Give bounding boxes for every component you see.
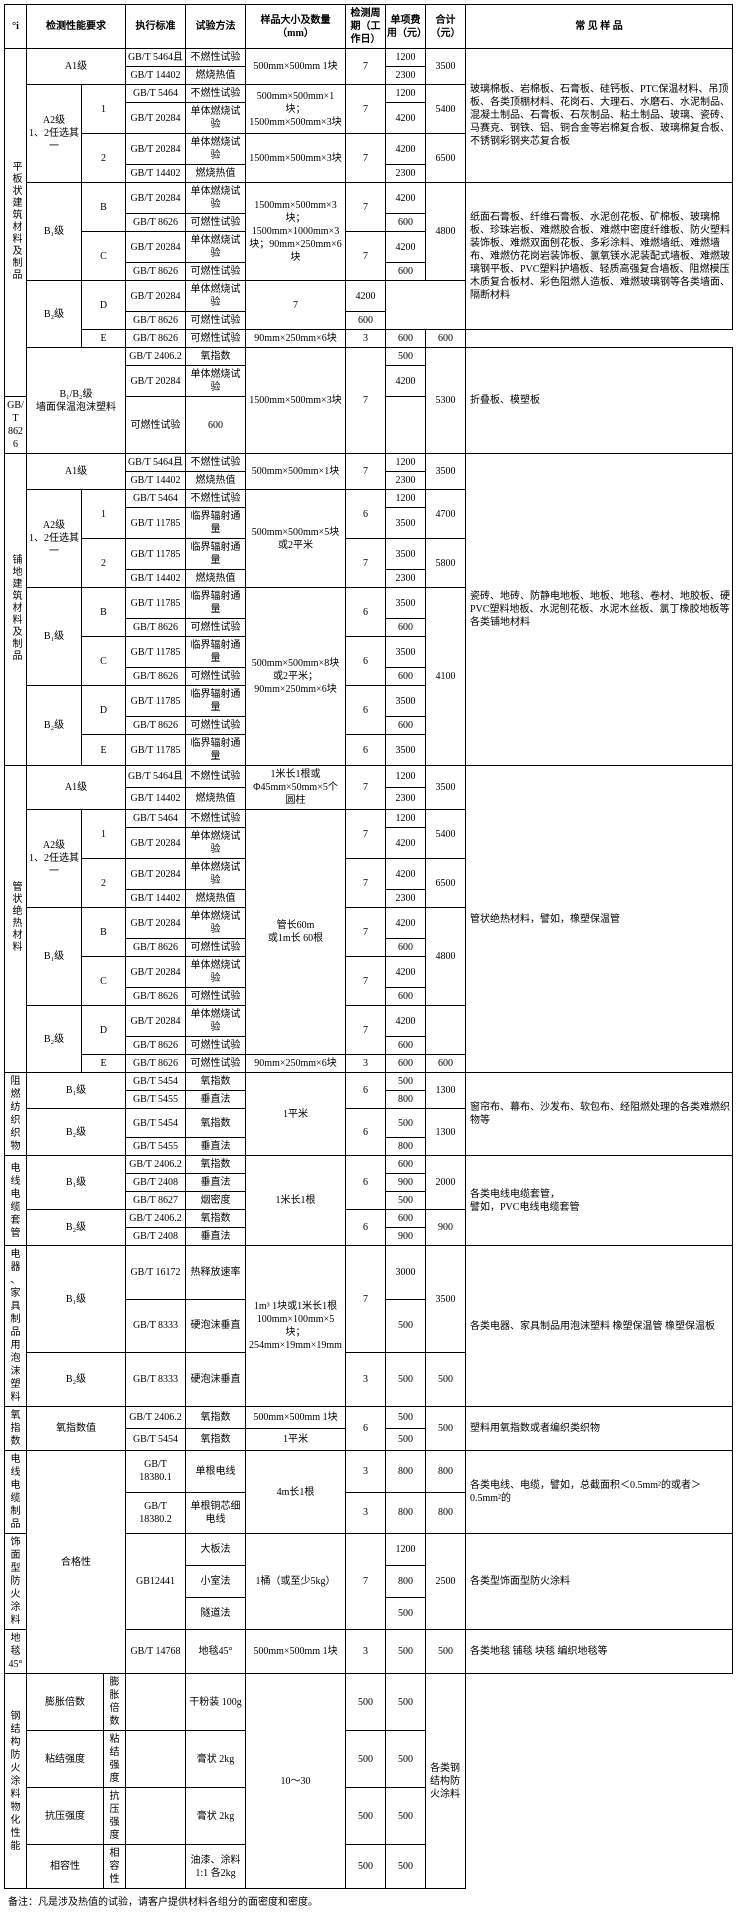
sp2: 纸面石膏板、纤维石膏板、水泥创花板、矿棉板、玻璃棉板、珍珠岩板、难燃胶合板、难燃…: [466, 183, 733, 330]
m: 不燃性试验: [186, 49, 246, 67]
sp13: 各类钢结构防火涂料: [426, 1674, 466, 1889]
sp12: 各类地毯 铺毯 块毯 编织地毯等: [466, 1630, 733, 1674]
cat7: 氧指数: [5, 1407, 27, 1451]
cat2: 铺地建筑材料及制品: [5, 454, 27, 766]
h-c0: °i: [5, 5, 27, 49]
std: GB/T 5464且: [126, 49, 186, 67]
h-c10: 常 见 样 品: [466, 5, 733, 49]
cat8: 电线电缆制品: [5, 1451, 27, 1534]
cat4: 阻燃纺织织物: [5, 1073, 27, 1156]
h-c7: 检测周期（工作日）: [346, 5, 386, 49]
cat1: 平板状建筑材料及制品: [5, 49, 27, 397]
sp3: 折叠板、模塑板: [466, 348, 733, 454]
sp9: 塑料用氧指数或者编织类织物: [466, 1407, 733, 1451]
sp6: 窗帘布、幕布、沙发布、软包布、经阻燃处理的各类难燃织物等: [466, 1073, 733, 1156]
cat10: 地毯45°: [5, 1630, 27, 1674]
fee: 1200: [386, 49, 426, 67]
h-c9: 合计（元）: [426, 5, 466, 49]
sp5: 管状绝热材料，譬如，橡塑保温管: [466, 766, 733, 1073]
g-a1: A1级: [27, 49, 126, 85]
sp4: 瓷砖、地砖、防静电地板、地板、地毯、卷材、地胶板、硬PVC塑料地板、水泥刨花板、…: [466, 454, 733, 766]
cat6: 电器、家具制品用泡沫塑料: [5, 1246, 27, 1407]
g-a2: A2级 1、2任选其一: [27, 85, 82, 183]
sp8: 各类电器、家具制品用泡沫塑料 橡塑保温管 橡塑保温板: [466, 1246, 733, 1407]
h-c4: 执行标准: [126, 5, 186, 49]
h-c5: 试验方法: [186, 5, 246, 49]
tot: 3500: [426, 49, 466, 85]
spec-table: °i 检测性能要求 执行标准 试验方法 样品大小及数量（mm） 检测周期（工作日…: [4, 4, 733, 1889]
cat9: 饰面型防火涂料: [5, 1534, 27, 1630]
h-c1: 检测性能要求: [27, 5, 126, 49]
h-c8: 单项费用（元）: [386, 5, 426, 49]
cat3: 管状绝热材料: [5, 766, 27, 1073]
cat11: 钢结构防火涂料物化性能: [5, 1674, 27, 1889]
header-row: °i 检测性能要求 执行标准 试验方法 样品大小及数量（mm） 检测周期（工作日…: [5, 5, 733, 49]
h-c6: 样品大小及数量（mm）: [246, 5, 346, 49]
footer-note: 备注：凡是涉及热值的试验，请客户提供材料各组分的面密度和密度。: [4, 1893, 733, 1908]
sp1: 玻璃棉板、岩棉板、石膏板、硅钙板、PTC保温材料、吊顶板、各类顶棚材料、花岗石、…: [466, 49, 733, 183]
cat5: 电线电缆套管: [5, 1156, 27, 1246]
sp10: 各类电线、电缆，譬如，总截面积＜0.5mm²的或者＞0.5mm²的: [466, 1451, 733, 1534]
cy: 7: [346, 49, 386, 85]
sz: 500mm×500mm 1块: [246, 49, 346, 85]
sp11: 各类型饰面型防火涂料: [466, 1534, 733, 1630]
sp7: 各类电线电缆套管， 譬如，PVC电线电缆套管: [466, 1156, 733, 1246]
